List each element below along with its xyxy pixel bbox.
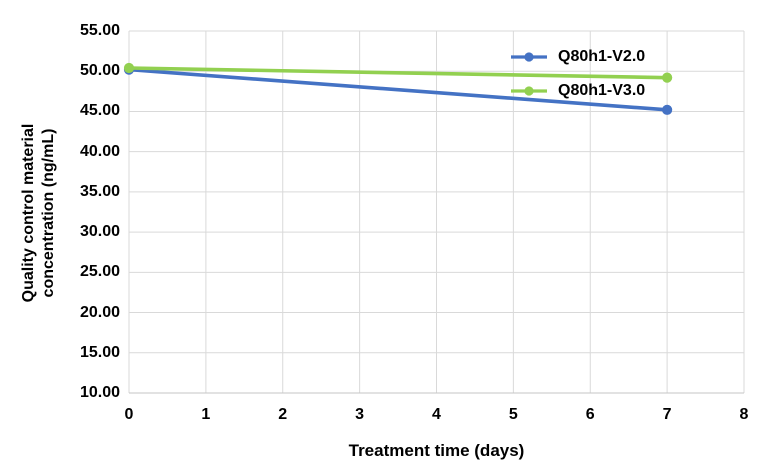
data-point-marker-Q80h1-V3.0 — [662, 72, 673, 83]
x-axis-title: Treatment time (days) — [348, 441, 525, 460]
legend-item-Q80h1-V3.0: Q80h1-V3.0 — [510, 74, 645, 108]
legend-label: Q80h1-V2.0 — [558, 48, 646, 65]
y-tick-label: 45.00 — [79, 102, 120, 120]
x-tick-label: 8 — [739, 406, 749, 423]
legend-marker-icon — [511, 52, 547, 62]
legend: Q80h1-V2.0 Q80h1-V3.0 — [510, 40, 645, 108]
y-tick-label: 55.00 — [79, 22, 120, 39]
y-tick-label: 20.00 — [79, 303, 120, 321]
y-tick-label: 35.00 — [79, 182, 120, 200]
y-tick-label: 40.00 — [79, 142, 120, 160]
x-tick-label: 4 — [432, 406, 441, 423]
data-point-marker-Q80h1-V2.0 — [662, 104, 673, 115]
x-tick-label: 6 — [585, 406, 595, 423]
y-tick-label: 25.00 — [79, 263, 120, 281]
x-tick-label: 7 — [662, 406, 672, 423]
x-tick-label: 5 — [508, 406, 518, 423]
series-line-Q80h1-V3.0 — [127, 66, 669, 80]
legend-label: Q80h1-V3.0 — [558, 82, 646, 99]
y-tick-label: 50.00 — [79, 62, 120, 80]
legend-item-Q80h1-V2.0: Q80h1-V2.0 — [510, 40, 645, 74]
data-point-marker-Q80h1-V3.0 — [123, 62, 135, 74]
y-tick-label: 15.00 — [79, 343, 120, 361]
legend-marker-icon — [511, 86, 547, 96]
x-tick-label: 1 — [201, 406, 211, 423]
x-tick-label: 2 — [278, 406, 288, 423]
x-tick-label: 0 — [124, 406, 134, 423]
x-tick-label: 3 — [355, 406, 365, 423]
series-line-Q80h1-V2.0 — [127, 67, 669, 112]
y-tick-label: 30.00 — [79, 223, 120, 241]
y-tick-label: 10.00 — [79, 384, 120, 401]
